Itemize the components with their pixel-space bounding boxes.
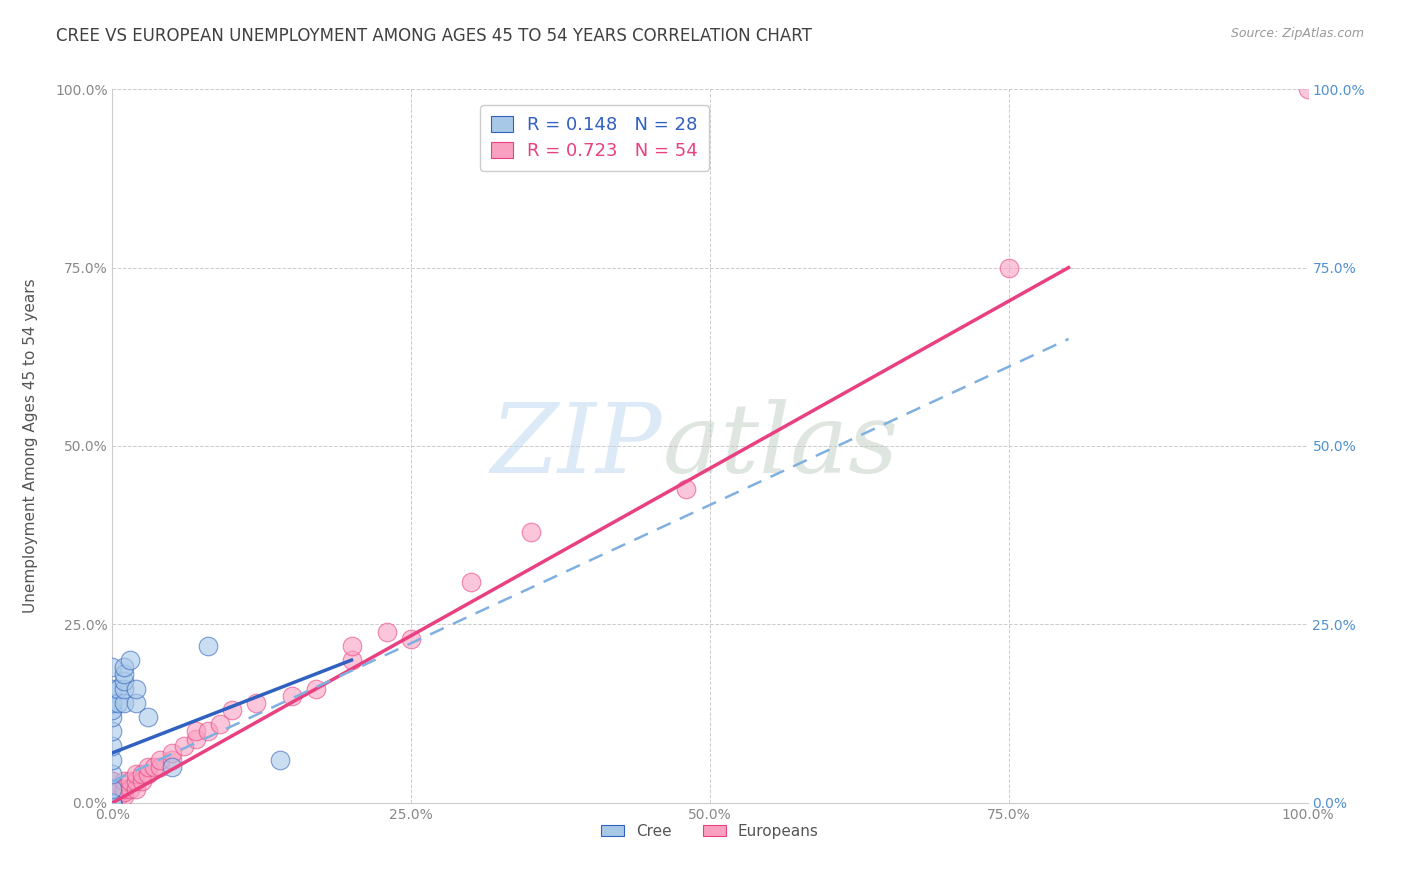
Point [101, 789, 124, 803]
Point [120, 781, 142, 796]
Point [460, 574, 482, 589]
Point [245, 696, 267, 710]
Point [101, 703, 124, 717]
Point [101, 792, 124, 806]
Point [138, 767, 160, 781]
Point [520, 524, 543, 539]
Point [101, 739, 124, 753]
Point [101, 767, 124, 781]
Point [114, 781, 135, 796]
Point [120, 653, 142, 667]
Point [197, 639, 219, 653]
Text: CREE VS EUROPEAN UNEMPLOYMENT AMONG AGES 45 TO 54 YEARS CORRELATION CHART: CREE VS EUROPEAN UNEMPLOYMENT AMONG AGES… [56, 27, 813, 45]
Point [197, 724, 219, 739]
Y-axis label: Unemployment Among Ages 45 to 54 years: Unemployment Among Ages 45 to 54 years [24, 278, 38, 614]
Point [143, 760, 166, 774]
Point [114, 789, 135, 803]
Point [162, 760, 183, 774]
Point [138, 710, 160, 724]
Point [101, 796, 124, 810]
Point [340, 653, 363, 667]
Point [101, 774, 124, 789]
Point [101, 724, 124, 739]
Point [125, 774, 148, 789]
Text: atlas: atlas [662, 399, 898, 493]
Point [101, 796, 124, 810]
Point [125, 681, 148, 696]
Point [107, 696, 129, 710]
Point [114, 667, 135, 681]
Point [149, 760, 172, 774]
Point [107, 785, 129, 799]
Point [281, 689, 304, 703]
Point [101, 796, 124, 810]
Point [186, 724, 208, 739]
Point [101, 696, 124, 710]
Point [125, 767, 148, 781]
Point [401, 632, 423, 646]
Point [114, 674, 135, 689]
Point [131, 767, 153, 781]
Point [221, 703, 243, 717]
Point [101, 660, 124, 674]
Text: Source: ZipAtlas.com: Source: ZipAtlas.com [1230, 27, 1364, 40]
Point [101, 781, 124, 796]
Point [998, 260, 1021, 275]
Point [162, 746, 183, 760]
Point [101, 781, 124, 796]
Legend: Cree, Europeans: Cree, Europeans [595, 818, 825, 845]
Point [101, 710, 124, 724]
Point [101, 796, 124, 810]
Text: ZIP: ZIP [491, 399, 662, 493]
Point [101, 789, 124, 803]
Point [305, 681, 328, 696]
Point [107, 789, 129, 803]
Point [101, 796, 124, 810]
Point [120, 774, 142, 789]
Point [101, 774, 124, 789]
Point [114, 785, 135, 799]
Point [107, 781, 129, 796]
Point [107, 681, 129, 696]
Point [675, 482, 697, 496]
Point [114, 696, 135, 710]
Point [209, 717, 232, 731]
Point [149, 753, 172, 767]
Point [101, 796, 124, 810]
Point [114, 660, 135, 674]
Point [101, 796, 124, 810]
Point [125, 696, 148, 710]
Point [1296, 82, 1319, 96]
Point [131, 774, 153, 789]
Point [340, 639, 363, 653]
Point [162, 753, 183, 767]
Point [173, 739, 195, 753]
Point [377, 624, 399, 639]
Point [101, 796, 124, 810]
Point [101, 681, 124, 696]
Point [101, 796, 124, 810]
Point [101, 796, 124, 810]
Point [114, 681, 135, 696]
Point [125, 781, 148, 796]
Point [101, 796, 124, 810]
Point [138, 760, 160, 774]
Point [101, 796, 124, 810]
Point [186, 731, 208, 746]
Point [114, 774, 135, 789]
Point [101, 796, 124, 810]
Point [269, 753, 291, 767]
Point [101, 753, 124, 767]
